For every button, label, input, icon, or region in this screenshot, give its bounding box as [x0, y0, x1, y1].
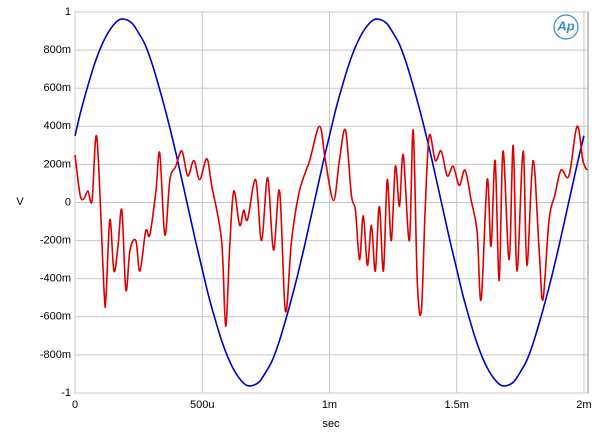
- x-tick-label: 0: [72, 399, 78, 411]
- y-tick-label: -1: [61, 387, 71, 399]
- x-tick-label: 2m: [576, 399, 591, 411]
- y-tick-label: 200m: [43, 158, 71, 170]
- y-tick-label: 800m: [43, 44, 71, 56]
- y-tick-label: -200m: [40, 235, 71, 247]
- y-tick-label: 0: [65, 196, 71, 208]
- x-tick-label: 1.5m: [444, 399, 468, 411]
- series-line: [74, 18, 585, 387]
- y-tick-label: -400m: [40, 273, 71, 285]
- y-axis-label: V: [16, 196, 24, 208]
- y-tick-label: -800m: [40, 349, 71, 361]
- logo: Ap: [556, 18, 574, 33]
- logo-ring: [553, 14, 579, 40]
- series-line: [74, 125, 588, 328]
- x-tick-label: 500u: [190, 399, 214, 411]
- y-tick-label: 1: [65, 6, 71, 18]
- x-tick-label: 1m: [322, 399, 337, 411]
- y-tick-label: 400m: [43, 120, 71, 132]
- y-tick-label: 600m: [43, 82, 71, 94]
- y-tick-label: -600m: [40, 311, 71, 323]
- x-axis-label: sec: [322, 418, 340, 430]
